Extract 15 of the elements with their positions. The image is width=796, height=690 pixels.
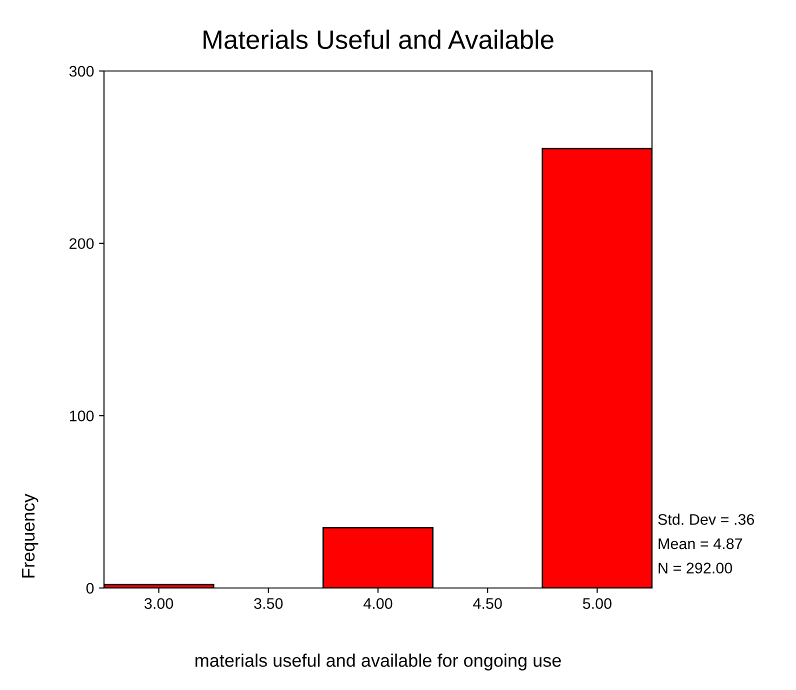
x-tick-label: 4.00 <box>363 598 392 609</box>
y-axis-title: Frequency <box>22 494 38 578</box>
x-tick-label: 5.00 <box>582 598 612 609</box>
text: Mean = 4.87 <box>658 538 742 550</box>
text: N = 292.00 <box>658 562 732 574</box>
chart-title: Materials Useful and Available <box>204 30 554 50</box>
text: Std. Dev = .36 <box>658 514 754 525</box>
x-tick-label: 3.50 <box>254 598 283 609</box>
y-tick-label: 200 <box>70 238 94 250</box>
x-tick-label: 4.50 <box>473 598 502 609</box>
y-tick-label: 100 <box>70 410 94 422</box>
y-tick-label: 0 <box>86 582 94 594</box>
x-tick-label: 3.00 <box>144 598 174 609</box>
x-axis-title: materials useful and available for ongoing use <box>196 654 561 670</box>
y-tick-label: 300 <box>69 66 94 77</box>
